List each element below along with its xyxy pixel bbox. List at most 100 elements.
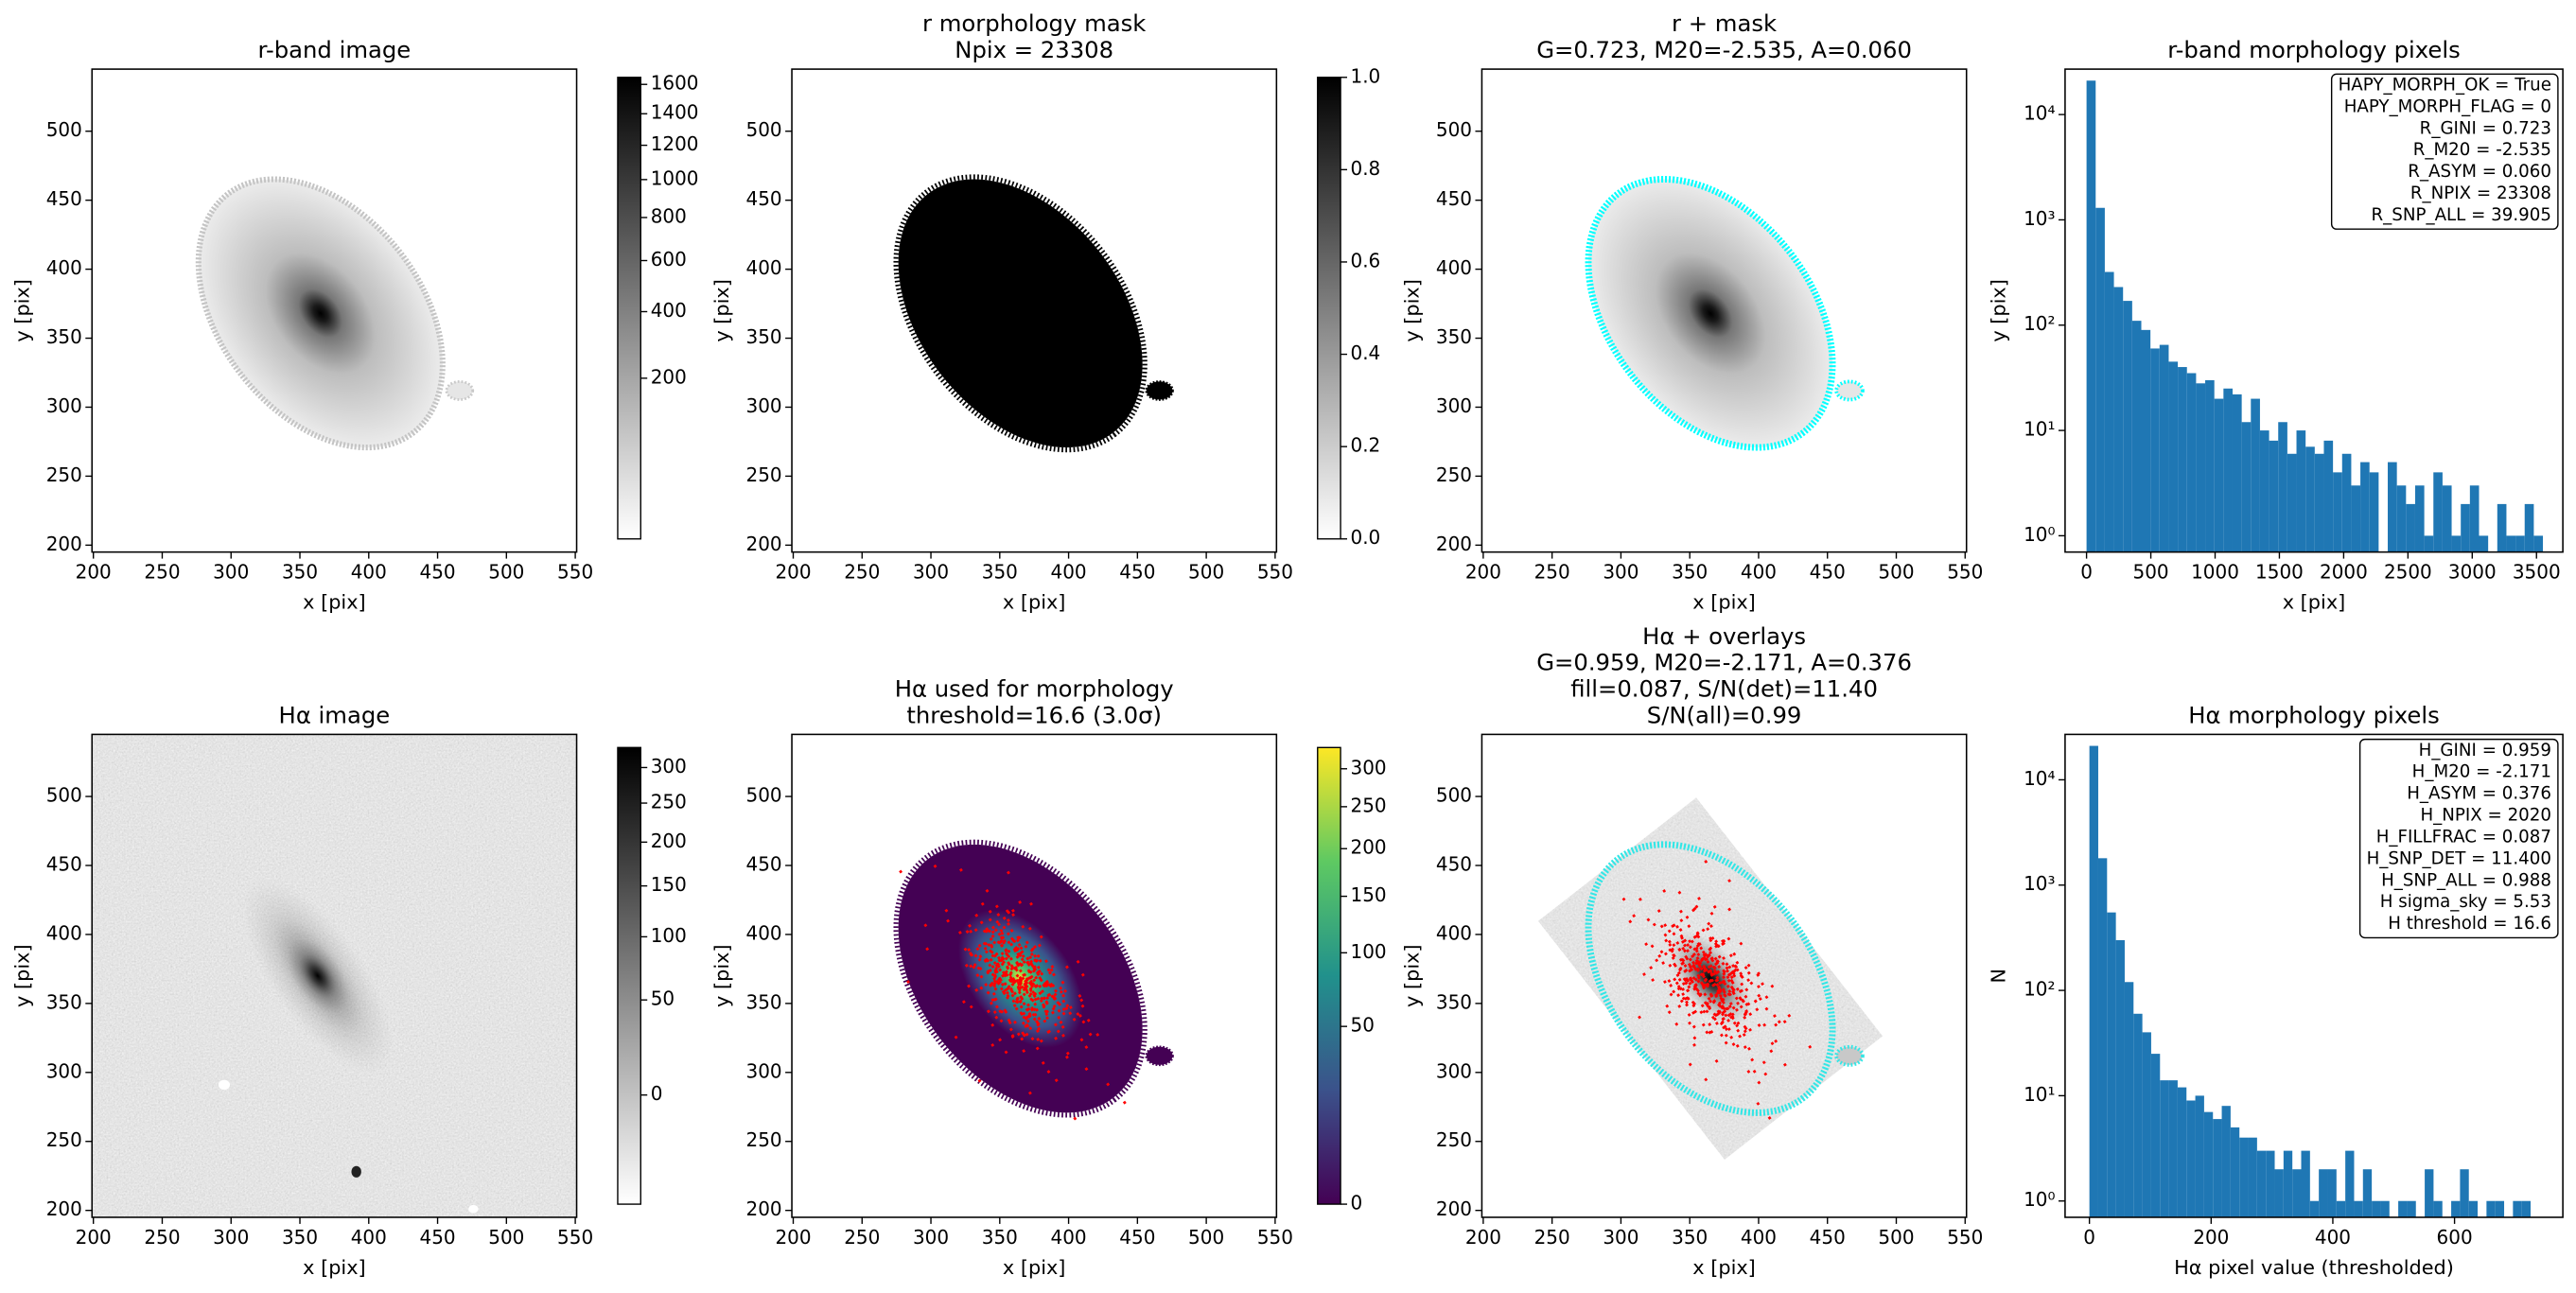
pixel-dot xyxy=(1018,953,1023,958)
pixel-dot xyxy=(1011,913,1015,917)
y-tick-label: 350 xyxy=(1436,325,1472,348)
pixel-dot xyxy=(1010,989,1014,994)
plot-area xyxy=(1585,176,1865,451)
hist-bar xyxy=(2213,1119,2222,1217)
pixel-dot xyxy=(958,867,963,872)
pixel-dot xyxy=(1679,909,1683,914)
pixel-dot xyxy=(1731,1042,1736,1047)
pixel-dot xyxy=(998,980,1002,985)
pixel-dot xyxy=(1065,1055,1069,1059)
pixel-dot xyxy=(997,932,1002,936)
pixel-dot xyxy=(1663,980,1667,985)
pixel-dot xyxy=(999,987,1004,991)
plot-area xyxy=(195,176,475,451)
pixel-dot xyxy=(1668,963,1673,968)
pixel-dot xyxy=(984,950,989,954)
y-tick-label: 350 xyxy=(46,325,82,348)
pixel-dot xyxy=(1709,924,1713,929)
y-tick-label: 200 xyxy=(46,533,82,555)
pixel-dot xyxy=(1046,1070,1051,1075)
x-tick-label: 350 xyxy=(282,1226,318,1249)
colorbar-tick-label: 250 xyxy=(1350,794,1386,816)
x-tick-label: 450 xyxy=(1119,561,1155,584)
pixel-dot xyxy=(999,935,1004,940)
y-tick-label: 10⁴ xyxy=(2024,767,2055,790)
pixel-dot xyxy=(1717,954,1722,959)
pixel-dot xyxy=(1740,988,1744,993)
pixel-dot xyxy=(1638,897,1642,901)
hist-bar xyxy=(2451,535,2462,552)
hist-bar xyxy=(2195,1095,2204,1217)
x-tick-label: 550 xyxy=(1947,1226,1983,1249)
pixel-dot xyxy=(1681,946,1686,951)
hist-bar xyxy=(2205,379,2215,552)
pixel-dot xyxy=(1734,965,1739,970)
chart-title: r-band image xyxy=(258,36,412,63)
y-tick-label: 450 xyxy=(1436,187,1472,210)
pixel-dot xyxy=(1676,987,1681,991)
pixel-dot xyxy=(954,1035,958,1040)
pixel-dot xyxy=(1691,1004,1696,1008)
galaxy-edge xyxy=(195,176,446,451)
pixel-dot xyxy=(1022,1033,1026,1038)
pixel-dot xyxy=(1681,987,1686,991)
pixel-dot xyxy=(1068,1011,1073,1016)
pixel-dot xyxy=(1000,982,1005,987)
x-tick-label: 500 xyxy=(2132,561,2168,584)
pixel-dot xyxy=(1691,960,1695,965)
x-tick-label: 200 xyxy=(76,561,112,584)
pixel-dot xyxy=(1019,1005,1024,1009)
pixel-dot xyxy=(1733,968,1738,972)
pixel-dot xyxy=(1029,961,1033,966)
pixel-dot xyxy=(1681,996,1686,1001)
pixel-dot xyxy=(1770,1041,1775,1046)
pixel-dot xyxy=(1651,978,1656,983)
pixel-dot xyxy=(1761,982,1764,987)
pixel-dot xyxy=(1744,994,1748,999)
pixel-dot xyxy=(1691,980,1694,985)
pixel-dot xyxy=(967,948,972,952)
pixel-dot xyxy=(1034,975,1039,980)
pixel-dot xyxy=(1004,956,1008,961)
pixel-dot xyxy=(1721,1010,1726,1015)
pixel-dot xyxy=(1716,944,1721,949)
stats-line: H_ASYM = 0.376 xyxy=(2407,784,2551,804)
pixel-dot xyxy=(1004,1050,1008,1055)
pixel-dot xyxy=(1679,918,1684,923)
pixel-dot xyxy=(992,984,997,988)
x-tick-label: 350 xyxy=(1672,561,1708,584)
hist-bar xyxy=(2524,503,2534,552)
pixel-dot xyxy=(1061,999,1066,1004)
pixel-dot xyxy=(1006,932,1010,936)
pixel-dot xyxy=(1696,979,1701,984)
pixel-dot xyxy=(1735,1043,1740,1048)
pixel-dot xyxy=(1729,985,1734,989)
pixel-dot xyxy=(1007,940,1011,945)
pixel-dot xyxy=(1030,985,1035,988)
stats-box-frame xyxy=(2330,73,2559,230)
pixel-dot xyxy=(1022,960,1026,965)
pixel-dot xyxy=(1061,1011,1066,1016)
pixel-dot xyxy=(1782,1020,1787,1024)
pixel-dot xyxy=(1025,1032,1029,1037)
pixel-dot xyxy=(1755,1007,1760,1012)
pixel-dot xyxy=(990,981,994,986)
pixel-dot xyxy=(1706,959,1710,964)
hist-bar xyxy=(2388,462,2397,552)
pixel-dot xyxy=(1018,975,1023,980)
x-tick-label: 350 xyxy=(982,561,1018,584)
pixel-dot xyxy=(1694,904,1699,909)
pixel-dot xyxy=(1713,956,1718,961)
pixel-dot xyxy=(1008,1027,1013,1032)
pixel-dot xyxy=(1037,943,1042,948)
y-tick-label: 10² xyxy=(2024,312,2055,335)
pixel-dot xyxy=(1746,1070,1751,1074)
x-tick-label: 1500 xyxy=(2255,561,2304,584)
pixel-dot xyxy=(1715,978,1720,983)
pixel-dot xyxy=(1715,983,1720,987)
pixel-dot xyxy=(969,964,973,969)
pixel-dot xyxy=(1678,966,1683,970)
x-tick-label: 1000 xyxy=(2191,561,2239,584)
stats-line: R_M20 = -2.535 xyxy=(2413,140,2551,160)
stats-line: HAPY_MORPH_OK = True xyxy=(2339,75,2551,95)
